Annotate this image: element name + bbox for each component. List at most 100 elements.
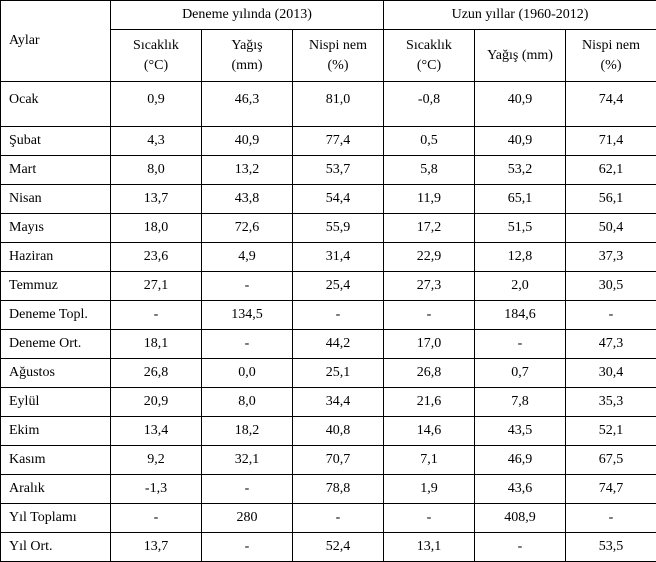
cell-rain-2: - <box>475 533 566 562</box>
cell-hum-2: - <box>566 504 656 533</box>
cell-hum-1: 54,4 <box>293 185 384 214</box>
cell-rain-2: 40,9 <box>475 127 566 156</box>
cell-rain-1: 134,5 <box>202 301 293 330</box>
cell-hum-2: 74,4 <box>566 82 656 127</box>
cell-temp-2: 22,9 <box>384 243 475 272</box>
cell-temp-1: 0,9 <box>111 82 202 127</box>
cell-rain-1: 4,9 <box>202 243 293 272</box>
cell-month: Mayıs <box>1 214 111 243</box>
cell-hum-2: 52,1 <box>566 417 656 446</box>
cell-hum-2: 30,4 <box>566 359 656 388</box>
cell-rain-1: - <box>202 272 293 301</box>
cell-temp-1: - <box>111 504 202 533</box>
cell-rain-1: - <box>202 475 293 504</box>
table-row: Ekim13,418,240,814,643,552,1 <box>1 417 656 446</box>
climate-table: Aylar Deneme yılında (2013) Uzun yıllar … <box>0 0 656 562</box>
header-temp-1-l2: (°C) <box>119 56 193 76</box>
cell-hum-1: 81,0 <box>293 82 384 127</box>
header-temp-2-l2: (°C) <box>392 56 466 76</box>
cell-rain-2: 12,8 <box>475 243 566 272</box>
cell-temp-1: 27,1 <box>111 272 202 301</box>
cell-temp-1: 20,9 <box>111 388 202 417</box>
table-row: Yıl Ort.13,7-52,413,1-53,5 <box>1 533 656 562</box>
cell-temp-1: 9,2 <box>111 446 202 475</box>
cell-rain-1: - <box>202 533 293 562</box>
cell-temp-2: -0,8 <box>384 82 475 127</box>
table-row: Nisan13,743,854,411,965,156,1 <box>1 185 656 214</box>
cell-month: Eylül <box>1 388 111 417</box>
header-temp-1: Sıcaklık (°C) <box>111 30 202 82</box>
header-rain-1: Yağış (mm) <box>202 30 293 82</box>
cell-rain-1: 46,3 <box>202 82 293 127</box>
cell-temp-2: 17,0 <box>384 330 475 359</box>
cell-rain-2: 184,6 <box>475 301 566 330</box>
cell-rain-2: 43,5 <box>475 417 566 446</box>
cell-temp-2: 27,3 <box>384 272 475 301</box>
cell-hum-1: 25,4 <box>293 272 384 301</box>
header-hum-1-l2: (%) <box>301 56 375 76</box>
cell-hum-1: - <box>293 504 384 533</box>
cell-temp-2: 21,6 <box>384 388 475 417</box>
cell-month: Yıl Ort. <box>1 533 111 562</box>
cell-rain-2: 2,0 <box>475 272 566 301</box>
cell-temp-2: 1,9 <box>384 475 475 504</box>
cell-rain-2: 46,9 <box>475 446 566 475</box>
cell-hum-2: 67,5 <box>566 446 656 475</box>
cell-hum-2: 30,5 <box>566 272 656 301</box>
header-hum-2: Nispi nem (%) <box>566 30 656 82</box>
cell-month: Nisan <box>1 185 111 214</box>
cell-hum-2: 74,7 <box>566 475 656 504</box>
cell-hum-2: 35,3 <box>566 388 656 417</box>
cell-hum-1: 44,2 <box>293 330 384 359</box>
cell-month: Deneme Topl. <box>1 301 111 330</box>
cell-temp-1: 13,4 <box>111 417 202 446</box>
table-row: Şubat4,340,977,40,540,971,4 <box>1 127 656 156</box>
cell-month: Aralık <box>1 475 111 504</box>
cell-rain-1: 32,1 <box>202 446 293 475</box>
cell-hum-1: 34,4 <box>293 388 384 417</box>
cell-hum-2: 71,4 <box>566 127 656 156</box>
cell-month: Ocak <box>1 82 111 127</box>
cell-rain-2: 7,8 <box>475 388 566 417</box>
cell-hum-1: 25,1 <box>293 359 384 388</box>
cell-hum-2: 47,3 <box>566 330 656 359</box>
cell-temp-1: 13,7 <box>111 185 202 214</box>
cell-hum-1: 55,9 <box>293 214 384 243</box>
header-months: Aylar <box>1 1 111 82</box>
table-row: Mart8,013,253,75,853,262,1 <box>1 156 656 185</box>
cell-month: Şubat <box>1 127 111 156</box>
header-months-text: Aylar <box>9 33 40 48</box>
cell-temp-2: 7,1 <box>384 446 475 475</box>
cell-hum-2: 56,1 <box>566 185 656 214</box>
cell-rain-1: - <box>202 330 293 359</box>
header-hum-2-l1: Nispi nem <box>574 36 648 56</box>
cell-temp-1: 8,0 <box>111 156 202 185</box>
header-temp-2: Sıcaklık (°C) <box>384 30 475 82</box>
table-row: Haziran23,64,931,422,912,837,3 <box>1 243 656 272</box>
cell-rain-2: 53,2 <box>475 156 566 185</box>
cell-temp-1: 18,1 <box>111 330 202 359</box>
cell-rain-2: 65,1 <box>475 185 566 214</box>
cell-hum-1: 52,4 <box>293 533 384 562</box>
table-row: Kasım9,232,170,77,146,967,5 <box>1 446 656 475</box>
cell-temp-2: 0,5 <box>384 127 475 156</box>
cell-month: Haziran <box>1 243 111 272</box>
cell-temp-1: -1,3 <box>111 475 202 504</box>
header-group-longterm: Uzun yıllar (1960-2012) <box>384 1 656 30</box>
header-group-trial: Deneme yılında (2013) <box>111 1 384 30</box>
cell-month: Ekim <box>1 417 111 446</box>
table-row: Ocak0,946,381,0-0,840,974,4 <box>1 82 656 127</box>
cell-month: Yıl Toplamı <box>1 504 111 533</box>
cell-hum-1: 31,4 <box>293 243 384 272</box>
cell-temp-2: 5,8 <box>384 156 475 185</box>
cell-rain-1: 18,2 <box>202 417 293 446</box>
cell-hum-2: 53,5 <box>566 533 656 562</box>
header-hum-2-l2: (%) <box>574 56 648 76</box>
cell-rain-1: 280 <box>202 504 293 533</box>
cell-temp-1: 18,0 <box>111 214 202 243</box>
cell-temp-2: 13,1 <box>384 533 475 562</box>
cell-rain-2: 40,9 <box>475 82 566 127</box>
cell-month: Ağustos <box>1 359 111 388</box>
cell-month: Temmuz <box>1 272 111 301</box>
cell-rain-2: 43,6 <box>475 475 566 504</box>
